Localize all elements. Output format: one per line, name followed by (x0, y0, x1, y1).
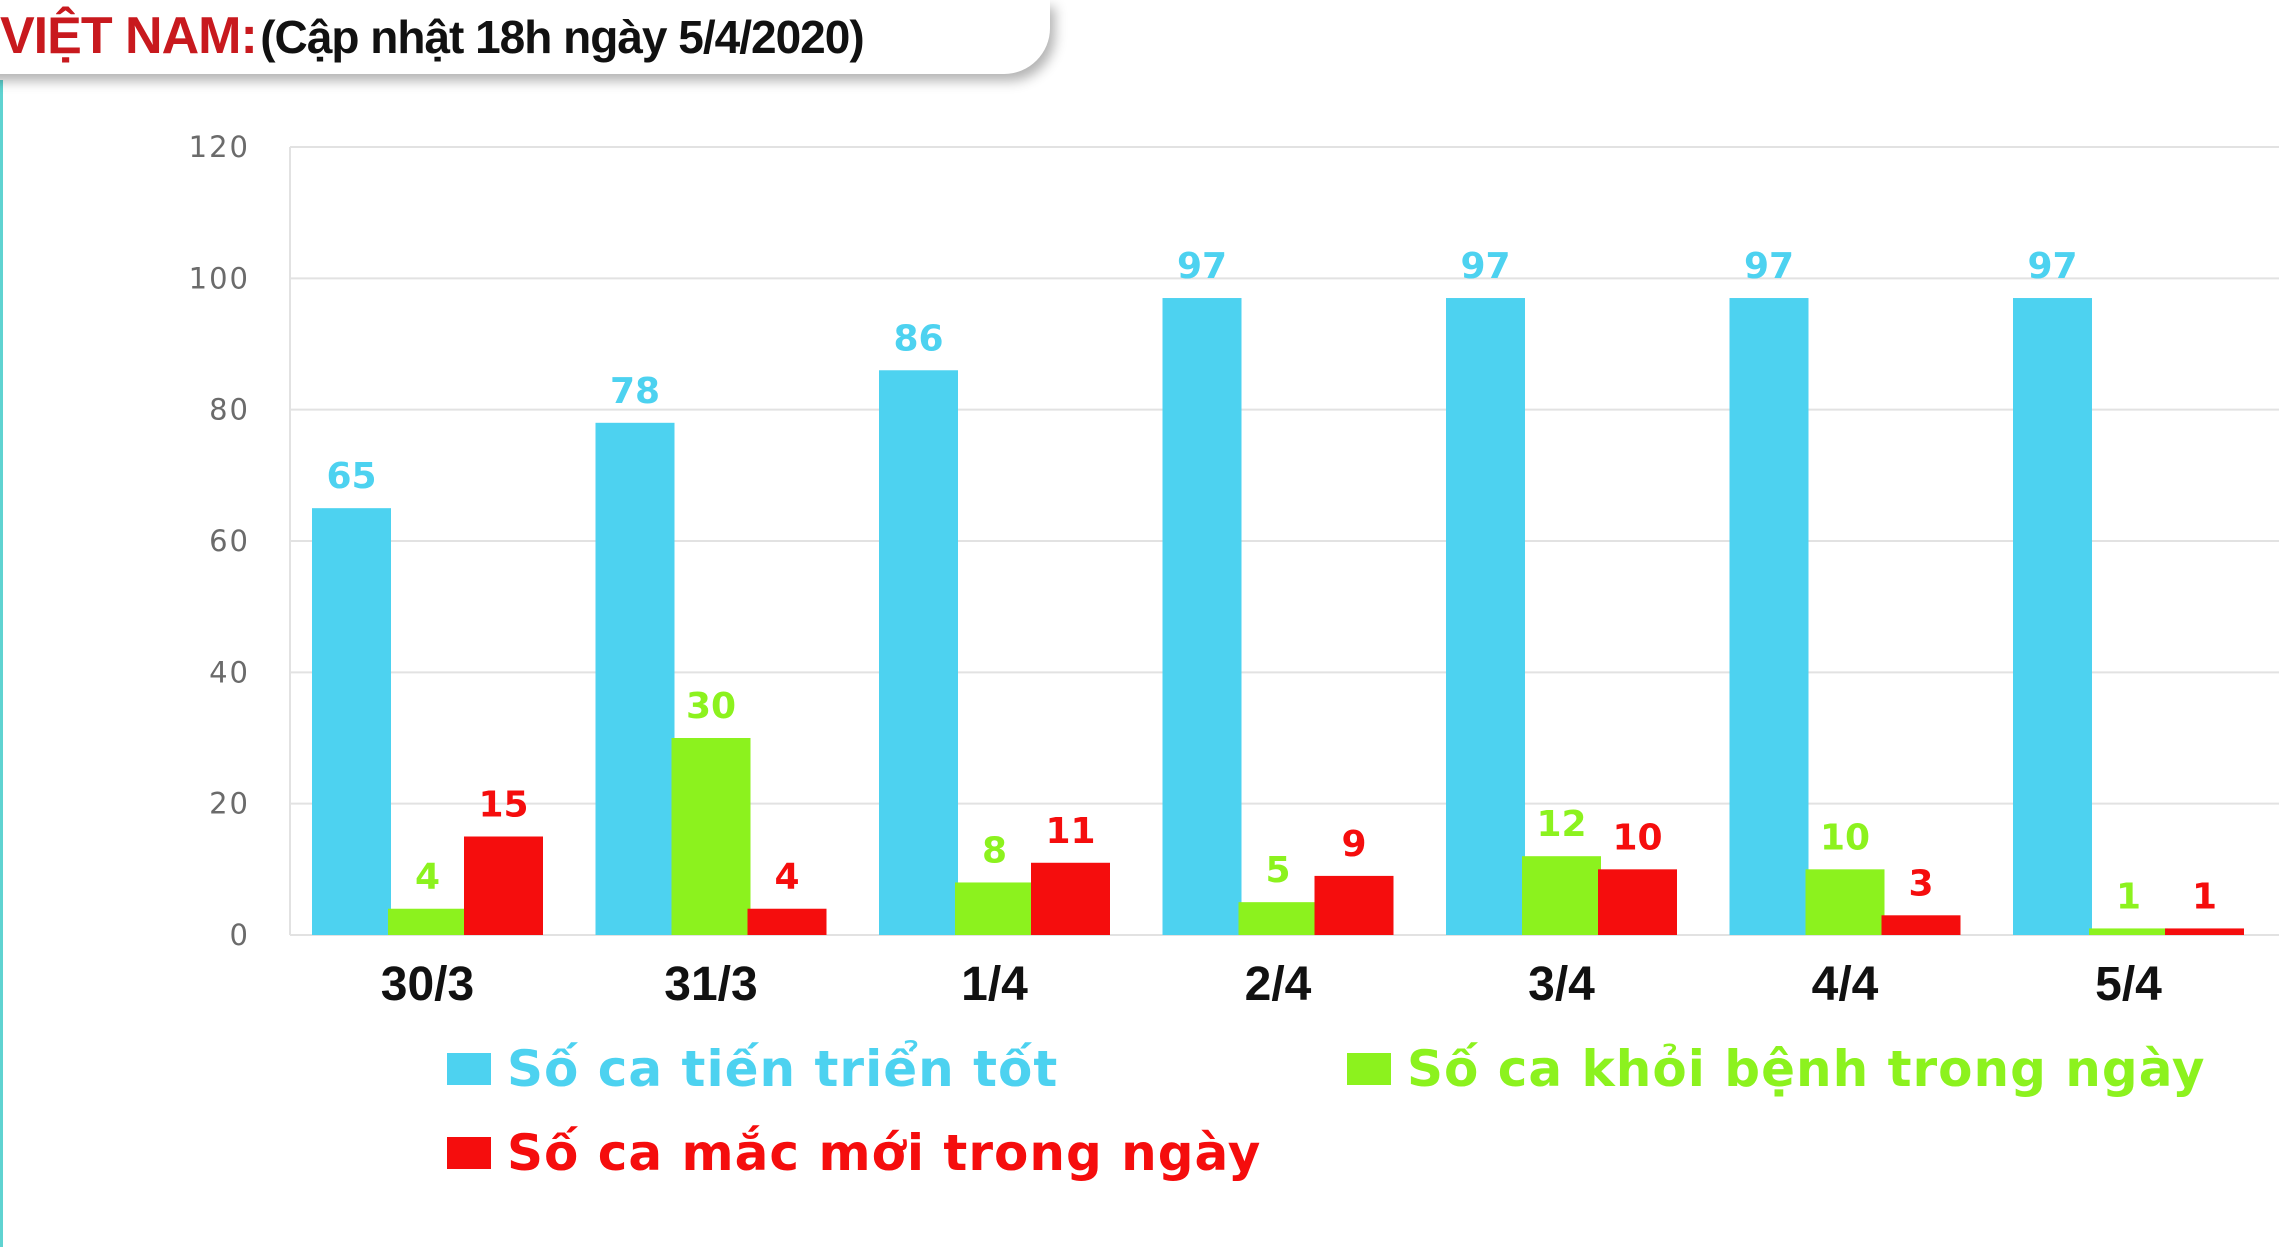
x-tick-label-3-4: 3/4 (1528, 958, 1595, 1011)
y-tick-label-0: 0 (230, 918, 250, 952)
bar-30-3-series-3 (464, 836, 543, 935)
data-label-4-4-series-1: 97 (1744, 246, 1794, 287)
bar-30-3-series-2 (388, 908, 467, 935)
chart-title: VIỆT NAM: (Cập nhật 18h ngày 5/4/2020) (0, 6, 865, 66)
y-tick-label-120: 120 (189, 130, 250, 164)
legend-swatch-recovered (1347, 1053, 1391, 1085)
y-axis-ticks: 0 20 40 60 80 100 120 (189, 130, 250, 952)
data-label-2-4-series-1: 97 (1177, 246, 1227, 287)
y-tick-label-100: 100 (189, 261, 250, 295)
bar-5-4-series-1 (2013, 298, 2092, 935)
title-update: (Cập nhật 18h ngày 5/4/2020) (260, 11, 864, 63)
data-label-1-4-series-1: 86 (893, 318, 943, 359)
bar-1-4-series-2 (955, 882, 1034, 935)
legend-swatch-improving (447, 1053, 491, 1085)
bar-2-4-series-3 (1314, 875, 1394, 935)
y-tick-label-60: 60 (209, 524, 250, 558)
bar-1-4-series-1 (879, 370, 958, 935)
legend: Số ca tiến triển tốt Số ca khỏi bệnh tro… (447, 1040, 2247, 1240)
bar-31-3-series-3 (747, 908, 827, 935)
left-rule (0, 80, 3, 1247)
x-tick-label-30-3: 30/3 (381, 958, 474, 1011)
data-label-5-4-series-1: 97 (2027, 246, 2077, 287)
data-label-4-4-series-2: 10 (1820, 817, 1870, 858)
bar-4-4-series-3 (1881, 915, 1961, 935)
x-tick-label-5-4: 5/4 (2095, 958, 2162, 1011)
y-tick-label-80: 80 (209, 393, 250, 427)
bars (312, 298, 2244, 935)
bar-5-4-series-2 (2089, 928, 2168, 935)
title-banner (0, 0, 1050, 74)
bar-2-4-series-2 (1238, 902, 1318, 935)
bar-30-3-series-1 (312, 508, 391, 935)
bar-31-3-series-2 (671, 738, 751, 935)
data-label-4-4-series-3: 3 (1908, 863, 1933, 904)
y-tick-label-40: 40 (209, 655, 250, 689)
legend-label-recovered: Số ca khỏi bệnh trong ngày (1407, 1040, 2206, 1098)
data-label-1-4-series-2: 8 (982, 830, 1007, 871)
bar-31-3-series-1 (595, 422, 675, 935)
bar-3-4-series-2 (1522, 856, 1601, 935)
data-label-1-4-series-3: 11 (1045, 811, 1095, 852)
bar-3-4-series-1 (1446, 298, 1525, 935)
x-tick-label-2-4: 2/4 (1245, 958, 1312, 1011)
legend-label-improving: Số ca tiến triển tốt (507, 1040, 1059, 1098)
bar-5-4-series-3 (2165, 928, 2244, 935)
data-label-3-4-series-3: 10 (1612, 817, 1662, 858)
bar-2-4-series-1 (1162, 298, 1242, 935)
gridlines (289, 146, 2279, 936)
data-label-31-3-series-1: 78 (610, 371, 660, 412)
data-label-5-4-series-3: 1 (2192, 876, 2217, 917)
data-label-30-3-series-1: 65 (326, 456, 376, 497)
bar-4-4-series-1 (1729, 298, 1809, 935)
data-label-5-4-series-2: 1 (2116, 876, 2141, 917)
legend-item-improving: Số ca tiến triển tốt (447, 1040, 1058, 1098)
legend-item-new-cases: Số ca mắc mới trong ngày (447, 1124, 1261, 1182)
data-label-2-4-series-3: 9 (1341, 824, 1366, 865)
bar-4-4-series-2 (1805, 869, 1885, 935)
legend-label-new-cases: Số ca mắc mới trong ngày (507, 1124, 1262, 1182)
data-label-3-4-series-2: 12 (1536, 804, 1586, 845)
data-label-2-4-series-2: 5 (1265, 850, 1290, 891)
data-label-31-3-series-3: 4 (774, 857, 799, 898)
legend-item-recovered: Số ca khỏi bệnh trong ngày (1347, 1040, 2206, 1098)
bar-1-4-series-3 (1031, 862, 1110, 935)
bar-3-4-series-3 (1598, 869, 1677, 935)
title-region: VIỆT NAM: (0, 7, 258, 65)
y-tick-label-20: 20 (209, 787, 250, 821)
legend-swatch-new-cases (447, 1137, 491, 1169)
x-tick-label-4-4: 4/4 (1812, 958, 1879, 1011)
data-label-30-3-series-3: 15 (478, 785, 528, 826)
data-label-3-4-series-1: 97 (1460, 246, 1510, 287)
data-label-31-3-series-2: 30 (686, 686, 736, 727)
data-label-30-3-series-2: 4 (415, 857, 440, 898)
x-tick-label-31-3: 31/3 (664, 958, 757, 1011)
x-axis-ticks: 30/3 31/3 1/4 2/4 3/4 4/4 5/4 (381, 958, 2162, 1011)
x-tick-label-1-4: 1/4 (961, 958, 1028, 1011)
